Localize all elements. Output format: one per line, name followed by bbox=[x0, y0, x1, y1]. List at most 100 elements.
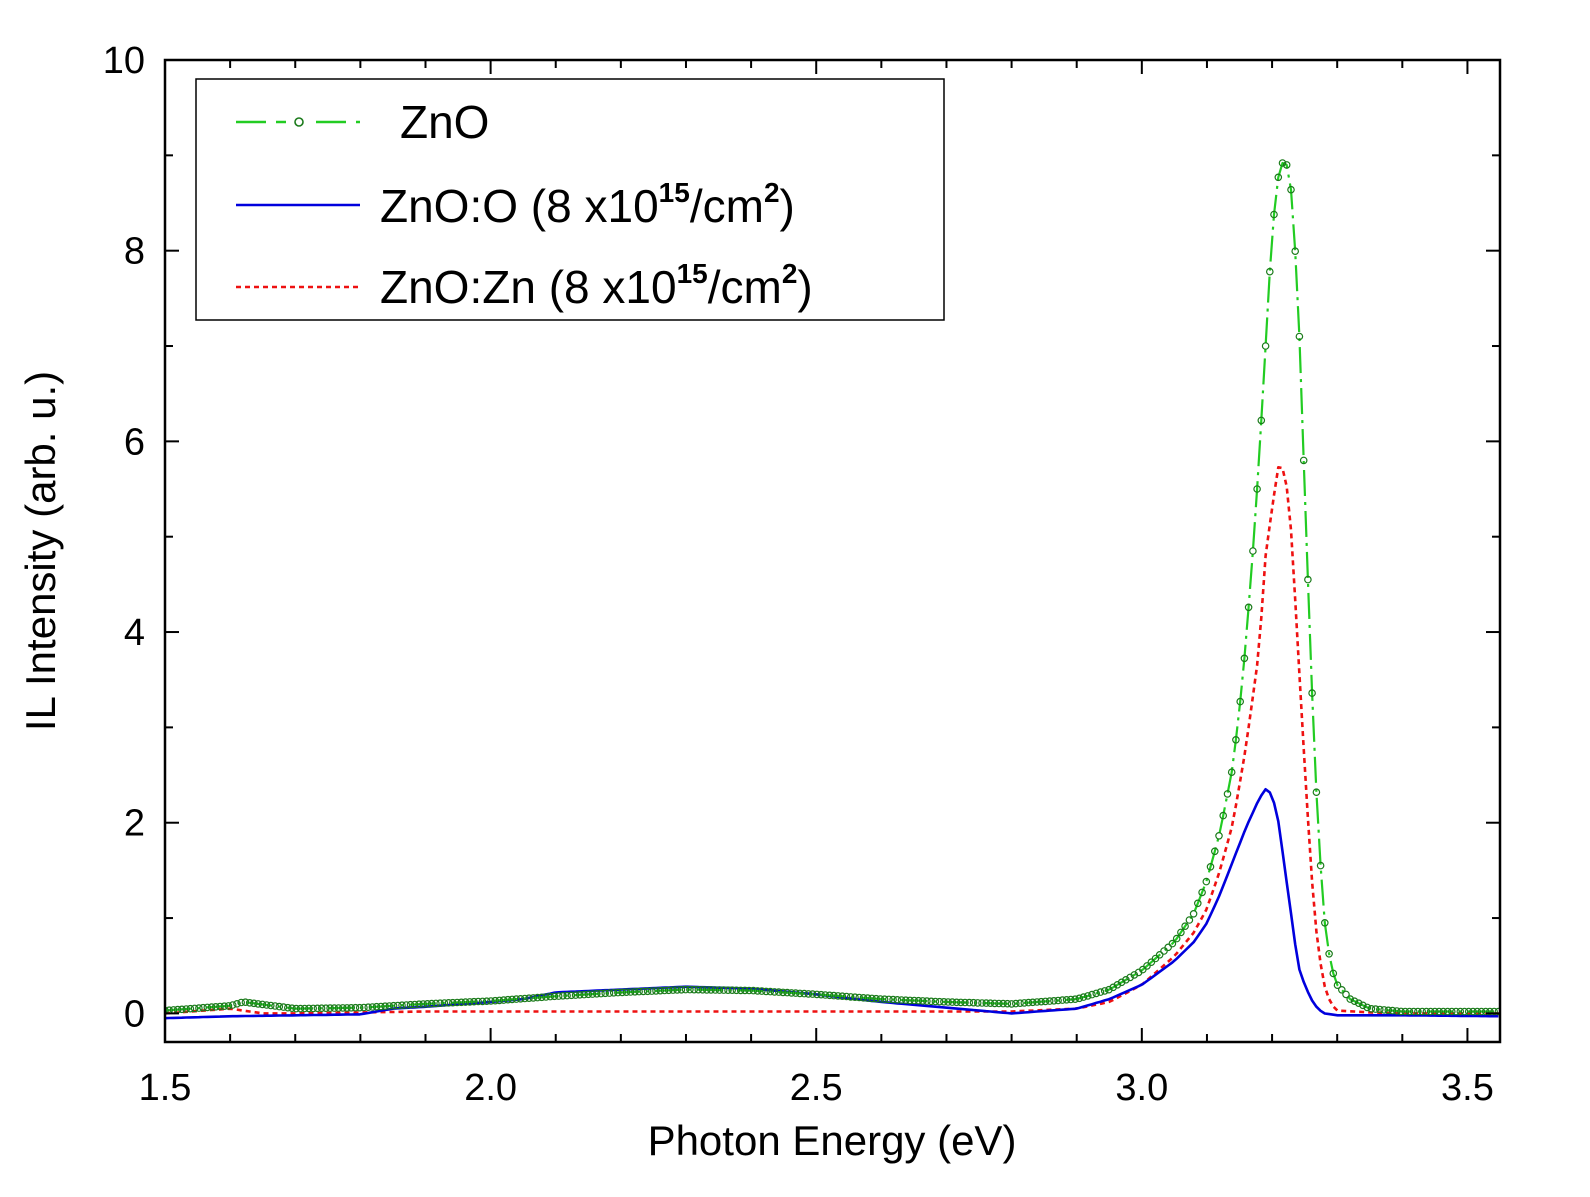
series-marker bbox=[1490, 1007, 1498, 1016]
series-marker bbox=[317, 1004, 326, 1013]
series-marker bbox=[355, 1003, 364, 1012]
series-marker bbox=[330, 1004, 339, 1012]
series-marker bbox=[1384, 1006, 1393, 1015]
series-marker bbox=[901, 996, 910, 1005]
series-marker bbox=[1037, 997, 1046, 1006]
series-marker bbox=[377, 1002, 385, 1011]
series-marker bbox=[334, 1004, 343, 1012]
series-marker bbox=[842, 992, 851, 1001]
series-marker bbox=[1431, 1007, 1439, 1016]
series-marker bbox=[203, 1003, 212, 1012]
series-marker bbox=[254, 1000, 262, 1008]
x-axis-title: Photon Energy (eV) bbox=[648, 1117, 1017, 1164]
series-marker bbox=[1211, 847, 1219, 856]
series-marker bbox=[1143, 962, 1151, 970]
series-marker bbox=[453, 998, 461, 1007]
series-marker bbox=[1236, 697, 1245, 706]
series-marker bbox=[995, 999, 1003, 1008]
series-marker bbox=[1151, 954, 1160, 963]
series-marker bbox=[1062, 995, 1071, 1004]
series-marker bbox=[940, 997, 948, 1006]
series-marker bbox=[808, 990, 817, 998]
series-marker bbox=[1050, 996, 1058, 1005]
series-marker bbox=[347, 1003, 356, 1012]
series-marker bbox=[1096, 988, 1105, 996]
series-marker bbox=[1460, 1007, 1469, 1016]
series-marker bbox=[753, 987, 762, 995]
series-marker bbox=[698, 985, 707, 994]
series-marker bbox=[1287, 185, 1295, 194]
series-marker bbox=[292, 1004, 301, 1013]
series-marker bbox=[965, 998, 974, 1007]
series-marker bbox=[1359, 1001, 1367, 1010]
series-marker bbox=[402, 1001, 411, 1009]
series-marker bbox=[1380, 1006, 1388, 1014]
series-marker bbox=[800, 989, 809, 998]
series-marker bbox=[423, 999, 432, 1008]
series-marker bbox=[178, 1005, 186, 1014]
series-marker bbox=[199, 1003, 207, 1012]
series-marker bbox=[914, 996, 923, 1005]
series-marker bbox=[749, 986, 758, 995]
series-marker bbox=[897, 996, 906, 1004]
series-marker bbox=[296, 1004, 305, 1013]
series-marker bbox=[635, 987, 643, 996]
series-marker bbox=[982, 999, 991, 1007]
series-marker bbox=[614, 988, 622, 997]
series-marker bbox=[1363, 1003, 1372, 1012]
series-marker bbox=[381, 1002, 389, 1011]
series-marker bbox=[1274, 173, 1283, 182]
series-marker bbox=[1414, 1007, 1422, 1016]
series-marker bbox=[1452, 1007, 1460, 1016]
x-tick-label: 3.0 bbox=[1115, 1067, 1168, 1109]
series-marker bbox=[262, 1001, 271, 1009]
series-marker bbox=[1075, 994, 1084, 1003]
series-marker bbox=[656, 986, 665, 995]
y-tick-label: 0 bbox=[124, 993, 145, 1035]
series-marker bbox=[444, 998, 453, 1007]
series-marker bbox=[774, 988, 783, 996]
series-marker bbox=[1299, 456, 1308, 465]
series-marker bbox=[677, 985, 686, 994]
series-marker bbox=[669, 986, 677, 994]
series-marker bbox=[884, 995, 893, 1004]
series-marker bbox=[220, 1002, 229, 1011]
series-marker bbox=[944, 998, 952, 1006]
series-marker bbox=[537, 993, 546, 1002]
series-marker bbox=[520, 994, 529, 1003]
series-marker bbox=[923, 997, 931, 1005]
series-marker bbox=[647, 987, 656, 995]
series-marker bbox=[1024, 998, 1033, 1007]
series-marker bbox=[728, 986, 737, 995]
series-marker bbox=[305, 1004, 313, 1013]
series-marker bbox=[1282, 161, 1291, 169]
series-marker bbox=[1084, 992, 1092, 1000]
series-marker bbox=[838, 992, 847, 1001]
series-marker bbox=[288, 1004, 296, 1013]
series-marker bbox=[241, 998, 250, 1007]
series-marker bbox=[702, 986, 711, 994]
series-marker bbox=[931, 997, 940, 1006]
series-marker bbox=[1329, 969, 1338, 978]
series-marker bbox=[1189, 909, 1198, 918]
series-marker bbox=[1253, 485, 1261, 493]
series-marker bbox=[393, 1001, 402, 1010]
series-marker bbox=[952, 998, 961, 1007]
series-marker bbox=[279, 1003, 288, 1011]
series-marker bbox=[1105, 985, 1113, 994]
series-marker bbox=[643, 987, 652, 996]
series-marker bbox=[1304, 575, 1312, 584]
series-marker bbox=[410, 1000, 419, 1009]
series-marker bbox=[791, 989, 800, 997]
series-marker bbox=[719, 986, 728, 994]
series-marker bbox=[961, 998, 969, 1007]
series-marker bbox=[664, 986, 673, 995]
series-marker bbox=[694, 985, 703, 994]
y-tick-label: 6 bbox=[124, 421, 145, 463]
series-marker bbox=[745, 986, 753, 995]
series-marker bbox=[609, 988, 618, 997]
series-marker bbox=[1139, 965, 1147, 974]
series-marker bbox=[935, 997, 944, 1006]
series-marker bbox=[1240, 654, 1249, 663]
series-marker bbox=[228, 1001, 237, 1009]
